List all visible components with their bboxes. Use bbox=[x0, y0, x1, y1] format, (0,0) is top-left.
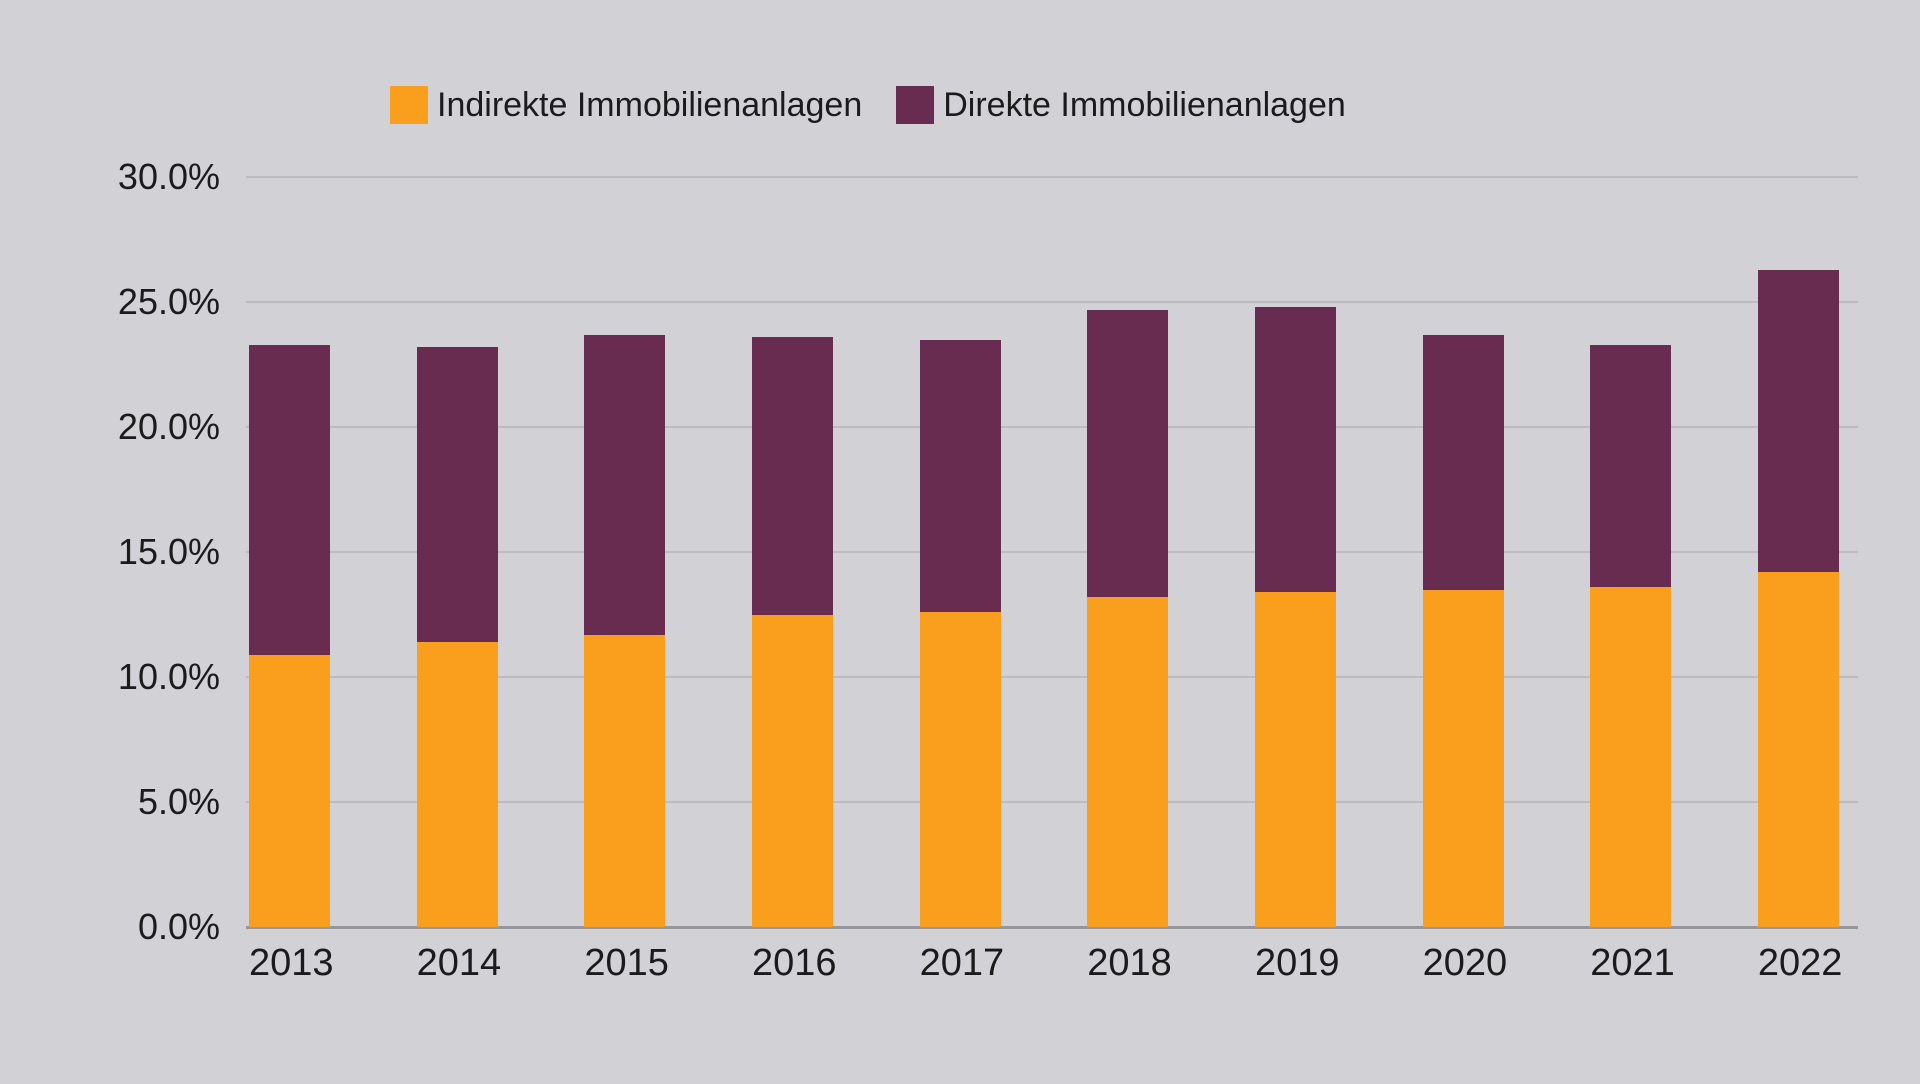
bar-segment-2015-direkte bbox=[584, 334, 666, 635]
x-tick-label-2021: 2021 bbox=[1590, 942, 1675, 984]
bar-segment-2013-indirekte bbox=[249, 654, 330, 927]
plot-area bbox=[246, 176, 1858, 929]
gridline-30 bbox=[246, 176, 1858, 178]
bar-segment-2018-indirekte bbox=[1087, 597, 1169, 927]
gridline-10 bbox=[246, 676, 1858, 678]
bar-column-2022 bbox=[1757, 177, 1839, 927]
legend-label: Indirekte Immobilienanlagen bbox=[437, 86, 863, 124]
y-axis: 0.0% 5.0% 10.0% 15.0% 20.0% 25.0% 30.0% bbox=[0, 157, 220, 947]
x-tick-label-2019: 2019 bbox=[1254, 942, 1340, 984]
x-axis-baseline bbox=[246, 926, 1858, 929]
bar-segment-2020-indirekte bbox=[1422, 589, 1504, 927]
gridline-20 bbox=[246, 426, 1858, 428]
bar-segment-2017-indirekte bbox=[919, 612, 1001, 927]
bar-column-2016 bbox=[751, 177, 833, 927]
x-tick-label-2022: 2022 bbox=[1757, 942, 1843, 984]
bars-container bbox=[249, 177, 1839, 927]
gridline-5 bbox=[246, 801, 1858, 803]
bar-segment-2017-direkte bbox=[919, 339, 1001, 612]
y-tick-label-0: 0.0% bbox=[137, 906, 220, 947]
y-tick-label-30: 30.0% bbox=[117, 156, 220, 197]
bar-column-2021 bbox=[1590, 177, 1672, 927]
x-tick-label-2016: 2016 bbox=[751, 942, 837, 984]
x-tick-label-2020: 2020 bbox=[1422, 942, 1508, 984]
y-tick-label-5: 5.0% bbox=[137, 781, 220, 822]
bar-column-2014 bbox=[416, 177, 498, 927]
bar-segment-2014-direkte bbox=[416, 347, 498, 642]
x-tick-label-2013: 2013 bbox=[249, 942, 334, 984]
bar-segment-2019-direkte bbox=[1254, 307, 1336, 592]
gridline-15 bbox=[246, 551, 1858, 553]
bar-segment-2016-indirekte bbox=[751, 614, 833, 927]
legend-label: Direkte Immobilienanlagen bbox=[943, 86, 1346, 124]
x-tick-label-2014: 2014 bbox=[416, 942, 502, 984]
x-axis: 2013 2014 2015 2016 2017 2018 2019 2020 2021 2022 bbox=[249, 941, 1843, 985]
bar-column-2013 bbox=[249, 177, 330, 927]
legend-swatch-icon bbox=[390, 86, 428, 124]
x-tick-label-2017: 2017 bbox=[919, 942, 1005, 984]
legend: Indirekte Immobilienanlagen Direkte Immob… bbox=[390, 86, 1346, 124]
bar-segment-2013-direkte bbox=[249, 344, 330, 655]
gridline-25 bbox=[246, 301, 1858, 303]
bar-segment-2019-indirekte bbox=[1254, 592, 1336, 927]
bar-segment-2021-direkte bbox=[1590, 344, 1672, 587]
bar-segment-2020-direkte bbox=[1422, 334, 1504, 590]
y-tick-label-10: 10.0% bbox=[117, 656, 220, 697]
bar-column-2018 bbox=[1087, 177, 1169, 927]
bar-column-2015 bbox=[584, 177, 666, 927]
y-tick-label-20: 20.0% bbox=[117, 406, 220, 447]
bar-segment-2022-direkte bbox=[1757, 269, 1839, 572]
bar-segment-2015-indirekte bbox=[584, 634, 666, 927]
legend-swatch-icon bbox=[896, 86, 935, 124]
x-tick-label-2015: 2015 bbox=[584, 942, 669, 984]
x-tick-label-2018: 2018 bbox=[1087, 942, 1172, 984]
bar-segment-2014-indirekte bbox=[416, 642, 498, 927]
bar-segment-2021-indirekte bbox=[1590, 587, 1672, 927]
bar-segment-2018-direkte bbox=[1087, 309, 1169, 597]
bar-segment-2022-indirekte bbox=[1757, 572, 1839, 927]
bar-column-2020 bbox=[1422, 177, 1504, 927]
legend-item-direkte: Direkte Immobilienanlagen bbox=[896, 86, 1346, 124]
legend-item-indirekte: Indirekte Immobilienanlagen bbox=[390, 86, 862, 124]
bar-segment-2016-direkte bbox=[751, 337, 833, 615]
bar-column-2019 bbox=[1254, 177, 1336, 927]
y-tick-label-25: 25.0% bbox=[117, 281, 220, 322]
y-tick-label-15: 15.0% bbox=[117, 531, 220, 572]
bar-column-2017 bbox=[919, 177, 1001, 927]
